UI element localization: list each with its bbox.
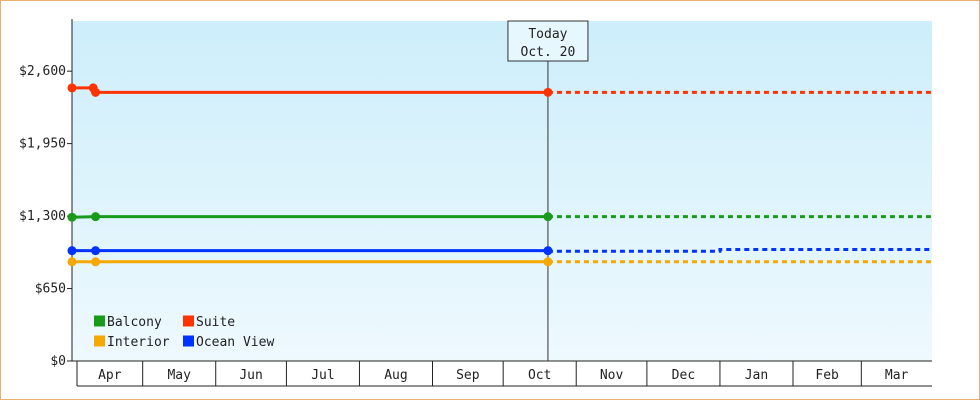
legend-swatch-suite [183, 315, 194, 327]
data-point-suite [91, 87, 101, 97]
plot-area [72, 21, 932, 361]
legend-swatch-balcony [94, 315, 105, 327]
y-tick-label: $1,300 [19, 209, 66, 224]
month-label: Mar [885, 368, 909, 383]
legend: Balcony Suite Interior Ocean View [94, 315, 274, 350]
month-label: Oct [528, 368, 551, 383]
data-point-balcony [67, 212, 77, 222]
series-line-balcony [71, 215, 548, 219]
data-point-balcony [91, 212, 101, 222]
data-point-ocean-view [67, 246, 77, 256]
today-marker: Today Oct. 20 [507, 20, 589, 361]
month-label: Jun [239, 368, 262, 383]
series-projection-ocean-view [547, 248, 932, 253]
today-box [507, 20, 589, 62]
series-group [67, 83, 932, 267]
y-tick-label: $1,950 [19, 137, 66, 152]
y-tick-label: $0 [50, 354, 66, 369]
data-point-ocean-view [91, 246, 101, 256]
month-label: May [167, 368, 191, 383]
today-label: Today [528, 27, 567, 42]
month-label: Feb [815, 368, 839, 383]
month-label: Jul [311, 368, 334, 383]
y-tick-label: $650 [35, 282, 66, 297]
month-label: Aug [384, 368, 407, 383]
month-label: Nov [600, 368, 624, 383]
month-label: Jan [745, 368, 768, 383]
data-point-interior [543, 257, 553, 267]
legend-label-suite: Suite [196, 315, 235, 330]
data-point-interior [91, 257, 101, 267]
legend-label-interior: Interior [107, 335, 170, 350]
data-point-balcony [543, 212, 553, 222]
month-label: Apr [98, 368, 122, 383]
x-axis: Apr May Jun Jul Aug Sep Oct Nov Dec Jan Feb Mar [72, 360, 932, 387]
data-point-interior [67, 257, 77, 267]
legend-label-balcony: Balcony [107, 315, 162, 330]
legend-label-ocean-view: Ocean View [196, 335, 274, 350]
legend-swatch-ocean-view [183, 335, 194, 347]
legend-swatch-interior [94, 335, 105, 347]
data-point-suite [67, 83, 77, 93]
y-tick-label: $2,600 [19, 64, 66, 79]
data-point-ocean-view [543, 246, 553, 256]
month-label: Sep [456, 368, 480, 383]
month-label: Dec [672, 368, 695, 383]
y-axis: $0 $650 $1,300 $1,950 $2,600 [19, 19, 73, 369]
data-point-suite [543, 87, 553, 97]
today-date-label: Oct. 20 [521, 45, 576, 60]
